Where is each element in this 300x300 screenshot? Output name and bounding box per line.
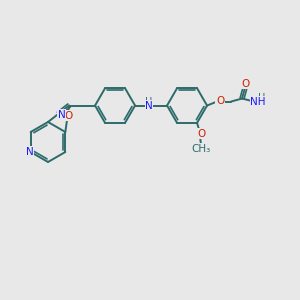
Text: CH₃: CH₃ xyxy=(191,144,211,154)
Text: O: O xyxy=(64,111,72,121)
Text: N: N xyxy=(58,110,65,120)
Text: O: O xyxy=(216,95,224,106)
Text: H: H xyxy=(146,97,153,106)
Text: O: O xyxy=(241,79,249,88)
Text: NH: NH xyxy=(250,97,266,106)
Text: O: O xyxy=(197,129,205,139)
Text: N: N xyxy=(26,147,34,157)
Text: N: N xyxy=(145,100,153,110)
Text: H: H xyxy=(258,92,266,103)
